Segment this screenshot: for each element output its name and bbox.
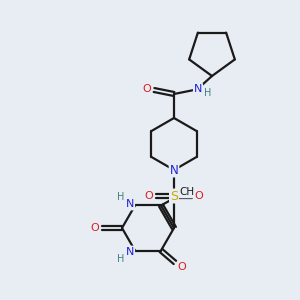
- Text: N: N: [169, 164, 178, 176]
- Text: N: N: [194, 84, 202, 94]
- Text: O: O: [142, 84, 152, 94]
- Text: CH₃: CH₃: [179, 188, 199, 197]
- Text: N: N: [126, 247, 134, 256]
- Text: N: N: [126, 200, 134, 209]
- Text: O: O: [145, 191, 153, 201]
- Text: H: H: [204, 88, 212, 98]
- Text: O: O: [91, 223, 99, 233]
- Text: H: H: [117, 193, 125, 202]
- Text: S: S: [170, 190, 178, 202]
- Text: O: O: [195, 191, 203, 201]
- Text: O: O: [178, 262, 186, 272]
- Text: H: H: [117, 254, 125, 263]
